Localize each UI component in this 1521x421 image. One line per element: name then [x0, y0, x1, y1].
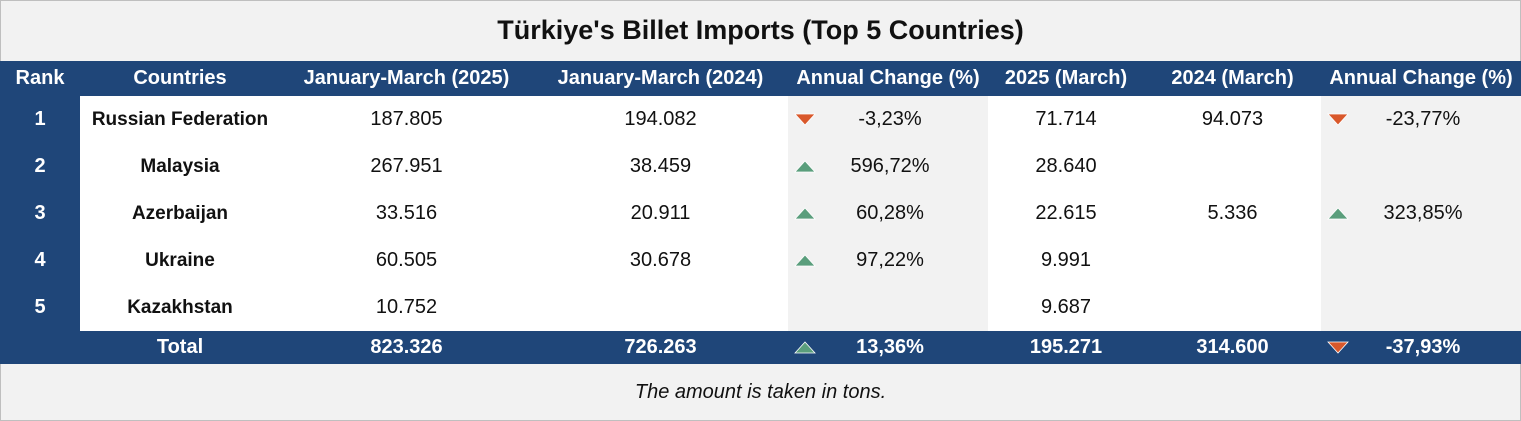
jan-mar-2025-cell: 267.951	[280, 143, 533, 190]
unit-note: The amount is taken in tons.	[634, 380, 887, 403]
header-jan-mar-2025: January-March (2025)	[280, 61, 533, 96]
change-arrow-icon	[1321, 206, 1355, 221]
march-2024-cell	[1144, 237, 1321, 284]
country-cell: Malaysia	[80, 143, 280, 190]
jan-mar-2024-cell	[533, 284, 788, 331]
march-2025-cell: 22.615	[988, 190, 1144, 237]
chart-title: Türkiye's Billet Imports (Top 5 Countrie…	[497, 14, 1024, 45]
total-jan-mar-2025: 823.326	[280, 331, 533, 364]
annual-change-quarter-cell	[788, 284, 988, 331]
rank-cell: 3	[0, 190, 80, 237]
total-rank-cell	[0, 331, 80, 364]
jan-mar-2024-cell: 20.911	[533, 190, 788, 237]
march-2025-cell: 9.687	[988, 284, 1144, 331]
total-label: Total	[80, 331, 280, 364]
total-march-2024: 314.600	[1144, 331, 1321, 364]
table-row: 4 Ukraine 60.505 30.678 97,22% 9.991	[0, 237, 1521, 284]
march-2024-cell: 5.336	[1144, 190, 1321, 237]
annual-change-quarter-cell: 596,72%	[788, 143, 988, 190]
header-annual-change-march: Annual Change (%)	[1321, 61, 1521, 96]
total-annual-change-march: -37,93%	[1321, 331, 1521, 364]
march-2024-cell: 94.073	[1144, 96, 1321, 143]
jan-mar-2025-cell: 33.516	[280, 190, 533, 237]
country-cell: Kazakhstan	[80, 284, 280, 331]
header-march-2025: 2025 (March)	[988, 61, 1144, 96]
annual-change-march-cell	[1321, 143, 1521, 190]
annual-change-march-cell: -23,77%	[1321, 96, 1521, 143]
change-arrow-icon	[1321, 340, 1355, 355]
country-cell: Azerbaijan	[80, 190, 280, 237]
annual-change-quarter-cell: -3,23%	[788, 96, 988, 143]
jan-mar-2025-cell: 10.752	[280, 284, 533, 331]
annual-change-march-cell	[1321, 284, 1521, 331]
billet-imports-table: Rank Countries January-March (2025) Janu…	[0, 61, 1521, 364]
rank-cell: 2	[0, 143, 80, 190]
header-annual-change-quarter: Annual Change (%)	[788, 61, 988, 96]
table-row: 2 Malaysia 267.951 38.459 596,72% 28.640	[0, 143, 1521, 190]
header-row: Rank Countries January-March (2025) Janu…	[0, 61, 1521, 96]
total-march-2025: 195.271	[988, 331, 1144, 364]
annual-change-quarter-cell: 97,22%	[788, 237, 988, 284]
table-row: 5 Kazakhstan 10.752 9.687	[0, 284, 1521, 331]
march-2025-cell: 71.714	[988, 96, 1144, 143]
annual-change-march-cell	[1321, 237, 1521, 284]
header-jan-mar-2024: January-March (2024)	[533, 61, 788, 96]
march-2024-cell	[1144, 143, 1321, 190]
annual-change-march-cell: 323,85%	[1321, 190, 1521, 237]
rank-cell: 5	[0, 284, 80, 331]
annual-change-quarter-cell: 60,28%	[788, 190, 988, 237]
table-row: 1 Russian Federation 187.805 194.082 -3,23% 7…	[0, 96, 1521, 143]
change-arrow-icon	[788, 206, 822, 221]
header-march-2024: 2024 (March)	[1144, 61, 1321, 96]
change-arrow-icon	[788, 340, 822, 355]
jan-mar-2025-cell: 187.805	[280, 96, 533, 143]
change-arrow-icon	[788, 253, 822, 268]
rank-cell: 4	[0, 237, 80, 284]
change-arrow-icon	[788, 112, 822, 127]
change-arrow-icon	[788, 159, 822, 174]
table-row: 3 Azerbaijan 33.516 20.911 60,28% 22.615 5.336…	[0, 190, 1521, 237]
total-annual-change-quarter: 13,36%	[788, 331, 988, 364]
total-jan-mar-2024: 726.263	[533, 331, 788, 364]
change-arrow-icon	[1321, 112, 1355, 127]
header-countries: Countries	[80, 61, 280, 96]
header-rank: Rank	[0, 61, 80, 96]
country-cell: Russian Federation	[80, 96, 280, 143]
total-row: Total 823.326 726.263 13,36% 195.271 314…	[0, 331, 1521, 364]
jan-mar-2024-cell: 194.082	[533, 96, 788, 143]
jan-mar-2025-cell: 60.505	[280, 237, 533, 284]
jan-mar-2024-cell: 30.678	[533, 237, 788, 284]
march-2024-cell	[1144, 284, 1321, 331]
march-2025-cell: 9.991	[988, 237, 1144, 284]
rank-cell: 1	[0, 96, 80, 143]
march-2025-cell: 28.640	[988, 143, 1144, 190]
country-cell: Ukraine	[80, 237, 280, 284]
jan-mar-2024-cell: 38.459	[533, 143, 788, 190]
